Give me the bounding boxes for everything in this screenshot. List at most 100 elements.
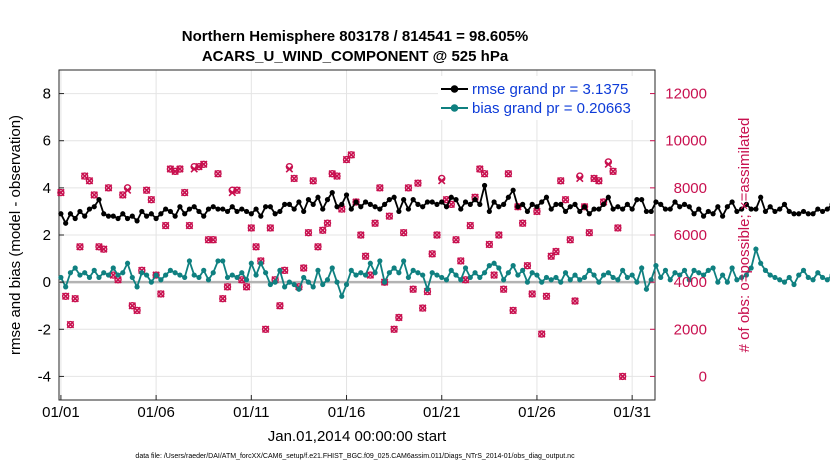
- x-axis: 01/01 01/06 01/11 01/16 01/21 01/26 01/31: [42, 395, 651, 421]
- obs-possible-point: [395, 313, 403, 322]
- rmse-point: [710, 211, 716, 217]
- obs-possible-point: [609, 167, 617, 176]
- bias-point: [758, 260, 764, 266]
- bias-point: [567, 277, 573, 283]
- rmse-point: [520, 201, 526, 207]
- rmse-point: [662, 206, 669, 212]
- rmse-point: [191, 204, 197, 210]
- chart-subtitle: ACARS_U_WIND_COMPONENT @ 525 hPa: [202, 48, 509, 65]
- obs-possible-point: [152, 271, 160, 279]
- rmse-point: [362, 199, 369, 205]
- obs-assimilated-point: [504, 169, 513, 178]
- obs-assimilated-point: [95, 243, 103, 251]
- bias-point: [191, 272, 197, 278]
- obs-possible-point: [266, 224, 275, 232]
- y-tick-label-left: 8: [43, 86, 51, 103]
- rmse-point: [272, 211, 278, 217]
- bias-point: [339, 293, 345, 299]
- bias-point: [615, 277, 621, 283]
- y-tick-label-left: 0: [43, 274, 51, 291]
- rmse-point: [396, 208, 402, 215]
- obs-assimilated-point: [61, 292, 70, 301]
- rmse-point: [777, 206, 783, 212]
- bias-point: [324, 277, 331, 283]
- bias-point: [472, 270, 478, 276]
- obs-assimilated-point: [195, 162, 203, 171]
- obs-assimilated-point: [247, 224, 256, 232]
- bias-point: [401, 258, 407, 264]
- rmse-point: [310, 201, 316, 207]
- bias-point: [515, 272, 521, 278]
- obs-assimilated-point: [418, 304, 427, 312]
- bias-point: [739, 274, 745, 281]
- obs-possible-point: [566, 236, 574, 244]
- rmse-point: [391, 194, 397, 200]
- bias-point: [386, 270, 392, 276]
- rmse-point: [658, 201, 664, 207]
- bias-point: [462, 265, 469, 271]
- obs-assimilated-point: [333, 172, 341, 180]
- rmse-point: [486, 208, 492, 215]
- obs-possible-point: [452, 236, 460, 244]
- bias-point: [115, 272, 121, 278]
- obs-assimilated-point: [57, 188, 65, 197]
- obs-assimilated-point: [90, 191, 98, 199]
- rmse-point: [677, 204, 683, 210]
- obs-assimilated-point: [509, 306, 517, 315]
- bias-point: [167, 267, 173, 273]
- legend: rmse grand pr = 3.1375 bias grand pr = 0…: [438, 76, 650, 120]
- rmse-point: [386, 197, 392, 203]
- obs-possible-point: [157, 290, 165, 298]
- obs-possible-point: [147, 195, 156, 204]
- legend-rmse-marker: [450, 85, 459, 93]
- bias-point: [177, 272, 183, 278]
- y-axis-right: 0 2000 4000 6000 8000 10000 12000: [650, 86, 707, 385]
- obs-possible-point: [352, 198, 360, 206]
- bias-point: [453, 272, 459, 278]
- rmse-point: [458, 206, 464, 212]
- bias-point: [410, 267, 416, 273]
- bias-point: [63, 284, 69, 290]
- bias-point: [258, 260, 264, 266]
- obs-possible-point: [185, 221, 194, 230]
- bias-point: [577, 277, 583, 283]
- bias-point: [220, 258, 226, 264]
- bias-point: [143, 272, 150, 278]
- y-axis-label-right: # of obs: o=possible; ×=assimilated: [736, 118, 753, 353]
- bias-point: [743, 272, 749, 278]
- obs-assimilated-point: [238, 276, 246, 284]
- bias-point: [620, 267, 626, 273]
- obs-assimilated-point: [437, 177, 446, 185]
- rmse-point: [258, 213, 264, 219]
- obs-possible-point: [614, 224, 622, 232]
- rmse-point: [491, 199, 497, 205]
- rmse-point: [172, 213, 178, 219]
- obs-possible-point: [404, 184, 413, 192]
- bias-point: [520, 267, 526, 273]
- obs-possible-point: [499, 285, 508, 293]
- rmse-point: [624, 201, 630, 207]
- bias-point: [529, 270, 535, 276]
- rmse-point: [448, 194, 454, 200]
- bias-point: [596, 279, 602, 285]
- obs-possible-point: [223, 283, 232, 291]
- bias-point: [658, 274, 664, 281]
- obs-assimilated-point: [176, 165, 184, 173]
- rmse-point: [453, 197, 459, 203]
- y-tick-label-left: 2: [43, 227, 51, 244]
- obs-possible-point: [119, 191, 127, 199]
- rmse-point: [810, 211, 816, 217]
- obs-possible-point: [61, 292, 70, 300]
- rmse-point: [705, 208, 711, 215]
- obs-assimilated-point: [290, 174, 298, 183]
- obs-assimilated-point: [299, 264, 308, 272]
- obs-possible-point: [81, 172, 89, 180]
- bias-point: [791, 281, 797, 288]
- obs-possible-point: [290, 174, 298, 183]
- bias-point: [67, 270, 74, 276]
- obs-possible-point: [585, 228, 594, 237]
- rmse-point: [753, 206, 759, 212]
- obs-assimilated-point: [133, 306, 141, 315]
- rmse-point: [620, 206, 626, 212]
